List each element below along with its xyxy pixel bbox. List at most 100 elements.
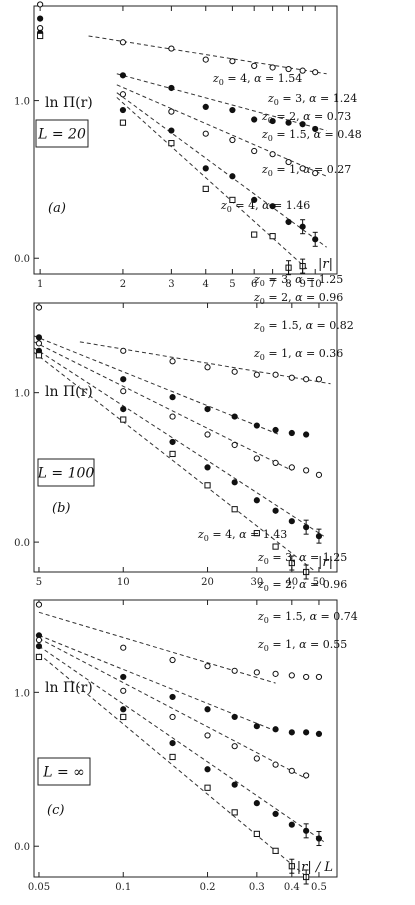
data-point	[35, 601, 43, 608]
data-point	[35, 643, 43, 650]
series-annotation: z0 = 4, α = 1.46	[220, 199, 310, 214]
series-z0-1: z0 = 1, α = 0.27	[37, 1, 351, 178]
data-point	[288, 767, 295, 774]
data-point	[204, 766, 211, 773]
data-point	[272, 847, 279, 854]
fit-line	[33, 341, 293, 471]
data-point	[272, 670, 279, 677]
series-z0-1: z0 = 1, α = 0.36	[35, 304, 343, 385]
data-point	[299, 67, 306, 74]
data-point	[204, 364, 211, 371]
data-point	[231, 743, 238, 750]
system-size-box	[35, 119, 89, 148]
chart-panel-3: 0.05 0.1 0.2 0.3 0.4 0.50.01.0 ln Π(r)|r| / LL…	[14, 528, 358, 893]
data-point	[119, 106, 127, 114]
data-point	[303, 467, 310, 474]
data-point	[231, 368, 238, 375]
series-annotation: z0 = 4, α = 1.54	[212, 72, 302, 87]
x-tick-label: 0.3	[249, 882, 265, 893]
data-point	[253, 723, 260, 730]
data-point	[231, 809, 238, 816]
data-point	[231, 441, 238, 449]
data-point	[204, 431, 211, 438]
data-point	[299, 165, 306, 172]
data-point	[231, 667, 238, 674]
fit-line	[38, 645, 325, 843]
series-z0-4: z0 = 4, α = 1.54	[37, 32, 310, 276]
data-point	[168, 108, 175, 115]
series-z0-2: z0 = 2, α = 0.96	[35, 578, 347, 779]
series-annotation: z0 = 2, α = 0.73	[261, 110, 351, 125]
series-z0-1.5: z0 = 1.5, α = 0.48	[37, 15, 362, 143]
panel-label: (a)	[48, 201, 66, 216]
data-point	[229, 173, 236, 180]
data-point	[120, 673, 127, 681]
data-point	[303, 431, 310, 438]
data-point	[169, 713, 176, 721]
data-point	[169, 740, 176, 747]
x-tick-label: 0.2	[200, 882, 216, 893]
fit-line	[116, 97, 310, 272]
series-z0-4: z0 = 4, α = 1.43	[35, 528, 310, 885]
data-point	[169, 394, 176, 401]
system-size-box	[37, 458, 95, 487]
system-size-box	[37, 757, 91, 786]
series-annotation: z0 = 4, α = 1.43	[197, 528, 287, 543]
plot-frame	[33, 5, 338, 275]
series-z0-3: z0 = 3, α = 1.25	[35, 551, 347, 847]
data-point	[272, 507, 279, 514]
x-tick-label: 0.1	[115, 882, 131, 893]
x-axis-label: |r|	[318, 257, 333, 272]
series-annotation: z0 = 1, α = 0.27	[261, 163, 351, 178]
data-point	[204, 732, 211, 739]
data-point	[269, 203, 276, 210]
data-point	[37, 32, 44, 40]
data-point	[303, 729, 310, 736]
panel-label: (c)	[47, 803, 64, 818]
data-point	[169, 753, 176, 761]
data-point	[288, 672, 295, 679]
data-point	[272, 726, 279, 733]
data-point	[119, 72, 127, 79]
data-point	[231, 479, 238, 486]
data-point	[202, 165, 209, 172]
series-z0-3: z0 = 3, α = 1.25	[33, 273, 343, 544]
system-size-label: L = 100	[37, 466, 95, 482]
series-z0-1.5: z0 = 1.5, α = 0.74	[35, 610, 358, 737]
fit-line	[38, 638, 307, 779]
y-tick-label: 0.0	[14, 842, 30, 853]
fit-line	[116, 84, 327, 177]
data-point	[303, 772, 310, 779]
x-tick-label: 50	[313, 577, 326, 588]
data-point	[253, 530, 260, 537]
data-point	[168, 84, 175, 92]
data-point	[204, 464, 211, 471]
x-tick-label: 1	[37, 279, 43, 290]
x-axis-label: |r| / L	[297, 860, 333, 875]
data-point	[35, 304, 43, 311]
data-point	[120, 713, 127, 721]
x-tick-label: 30	[250, 577, 263, 588]
data-point	[312, 69, 319, 76]
system-size-label: L = ∞	[42, 765, 85, 781]
data-point	[119, 119, 127, 126]
series-annotation: z0 = 1.5, α = 0.82	[253, 319, 354, 334]
x-tick-label: 5	[229, 279, 235, 290]
data-point	[288, 821, 295, 828]
data-point	[35, 352, 43, 359]
x-tick-label: 5	[36, 577, 42, 588]
data-point	[269, 117, 276, 125]
series-annotation: z0 = 1, α = 0.36	[253, 347, 343, 362]
fit-line	[33, 347, 324, 537]
data-point	[202, 185, 209, 192]
data-point	[288, 374, 295, 381]
data-point	[231, 506, 238, 513]
data-point	[253, 497, 260, 504]
data-point	[35, 653, 43, 661]
data-point	[169, 438, 176, 446]
series-annotation: z0 = 3, α = 1.24	[267, 92, 357, 107]
data-point	[303, 673, 310, 681]
fit-line	[33, 335, 280, 435]
data-point	[251, 196, 258, 204]
data-point	[168, 45, 175, 52]
